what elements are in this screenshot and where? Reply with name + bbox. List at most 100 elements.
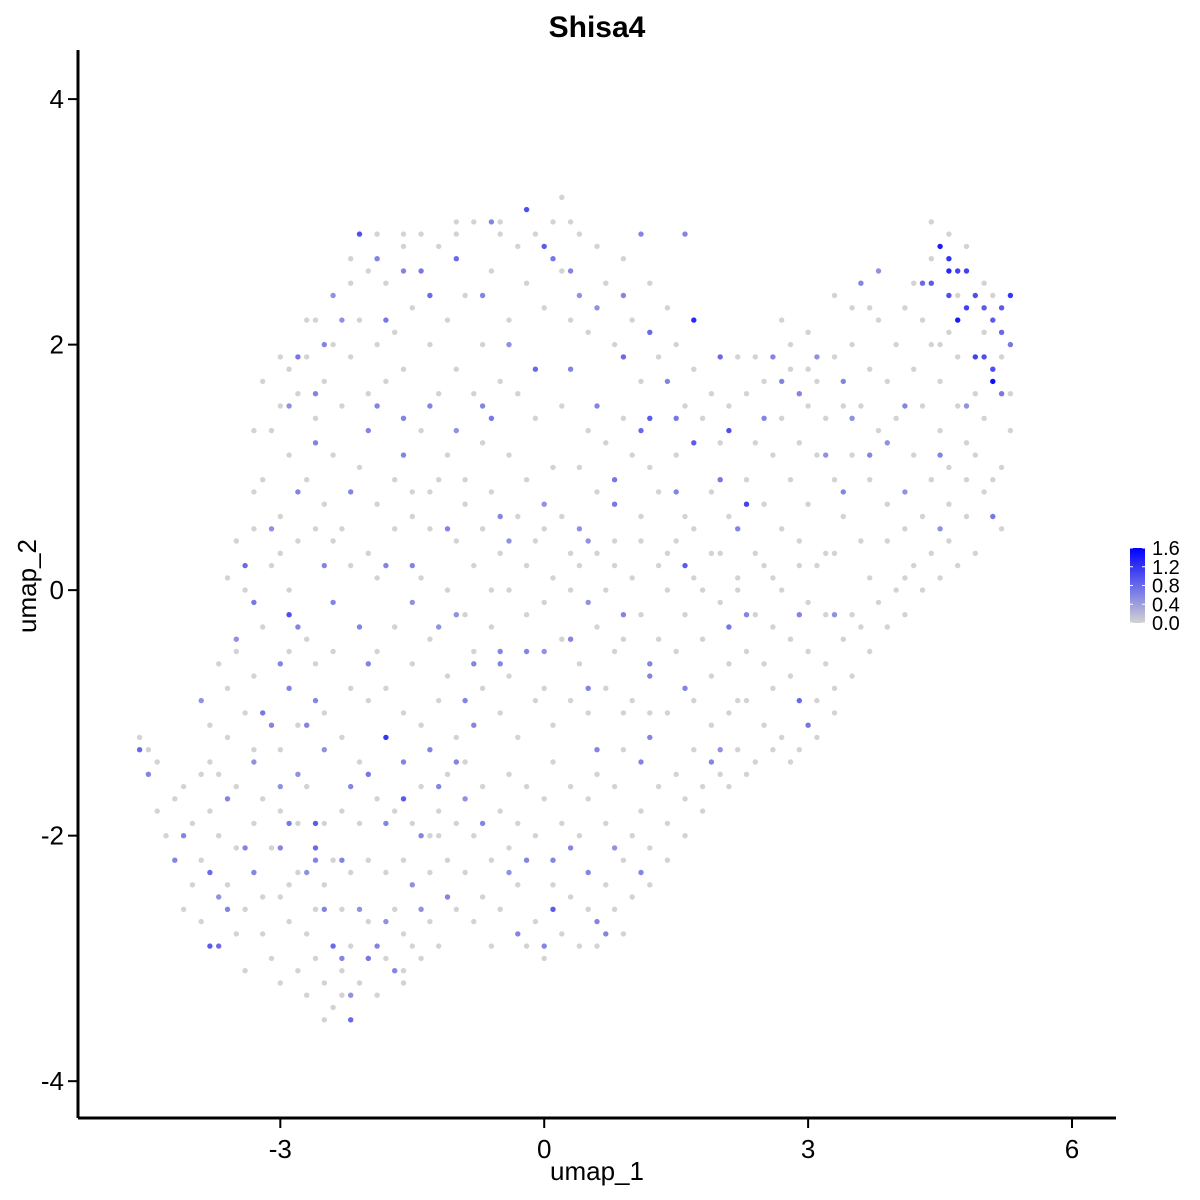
legend-tick-label: 0.8 (1152, 576, 1180, 598)
color-legend-bar (1130, 548, 1145, 623)
data-point (867, 648, 873, 655)
data-point (251, 489, 257, 495)
data-point (972, 391, 978, 397)
data-point (823, 550, 829, 556)
data-point (647, 415, 653, 421)
data-point (321, 820, 327, 827)
data-point (849, 452, 855, 458)
legend-tick-label: 1.6 (1152, 538, 1180, 560)
data-point (735, 587, 741, 593)
data-point (462, 477, 468, 483)
data-point (823, 612, 829, 618)
data-point (506, 341, 512, 348)
data-point (233, 648, 239, 655)
data-point (594, 305, 600, 311)
data-point (374, 648, 380, 655)
data-point (383, 280, 389, 286)
data-point (400, 710, 407, 716)
data-point (488, 219, 495, 225)
data-point (805, 329, 811, 335)
data-point (436, 697, 442, 704)
data-point (919, 587, 926, 593)
data-point (770, 354, 776, 360)
data-point (365, 697, 371, 704)
data-point (576, 661, 583, 667)
data-point (911, 280, 917, 286)
data-point (216, 771, 222, 777)
data-point (409, 599, 415, 606)
data-point (409, 513, 415, 520)
x-tick-label: 3 (801, 1134, 815, 1164)
data-point (260, 796, 266, 802)
data-point (383, 562, 389, 569)
data-point (691, 317, 697, 323)
data-point (523, 477, 530, 483)
data-point (682, 685, 688, 691)
data-point (875, 268, 882, 274)
data-point (620, 256, 627, 262)
data-point (216, 661, 222, 667)
data-point (796, 440, 802, 446)
data-point (550, 219, 556, 225)
data-point (207, 759, 213, 765)
data-point (787, 477, 794, 483)
data-point (339, 992, 345, 998)
data-point (664, 710, 671, 716)
data-point (321, 501, 327, 507)
data-point (295, 968, 301, 974)
legend-tick-label: 0.4 (1152, 594, 1180, 616)
data-point (559, 403, 565, 409)
data-point (374, 403, 380, 409)
data-point (902, 489, 908, 495)
data-point (647, 464, 653, 471)
data-point (603, 440, 609, 446)
data-point (655, 783, 662, 790)
data-point (348, 783, 354, 790)
data-point (867, 305, 873, 311)
data-point (189, 820, 196, 827)
data-point (691, 526, 697, 532)
data-point (523, 857, 530, 863)
data-point (620, 931, 627, 937)
data-point (374, 231, 380, 237)
data-point (963, 305, 970, 311)
data-point (453, 759, 459, 765)
data-point (400, 415, 407, 421)
data-point (796, 391, 802, 397)
data-point (260, 931, 266, 937)
data-point (752, 550, 758, 556)
data-point (814, 734, 820, 741)
data-point (840, 513, 846, 520)
data-point (268, 845, 275, 851)
data-point (356, 820, 363, 827)
data-point (787, 759, 794, 765)
data-point (963, 477, 970, 483)
y-axis-ticks: -4 -2 0 2 4 (41, 84, 78, 1096)
data-point (154, 759, 160, 765)
data-point (946, 538, 952, 544)
data-point (409, 820, 415, 827)
data-point (902, 305, 908, 311)
data-point (884, 624, 890, 630)
data-point (207, 722, 213, 728)
data-point (541, 305, 547, 311)
data-point (638, 759, 644, 765)
data-point (268, 722, 275, 728)
data-point (339, 955, 345, 962)
data-point (620, 292, 627, 299)
data-point (312, 857, 319, 863)
data-point (779, 734, 785, 741)
data-point (655, 354, 662, 360)
data-point (523, 280, 530, 286)
data-point (436, 833, 442, 839)
data-point (479, 820, 486, 827)
data-point (998, 526, 1005, 532)
data-point (479, 440, 486, 446)
data-point (937, 575, 943, 581)
data-point (796, 612, 802, 618)
data-point (585, 869, 591, 876)
data-point (761, 661, 767, 667)
data-point (611, 538, 618, 544)
data-point (664, 857, 671, 863)
data-point (286, 685, 292, 691)
